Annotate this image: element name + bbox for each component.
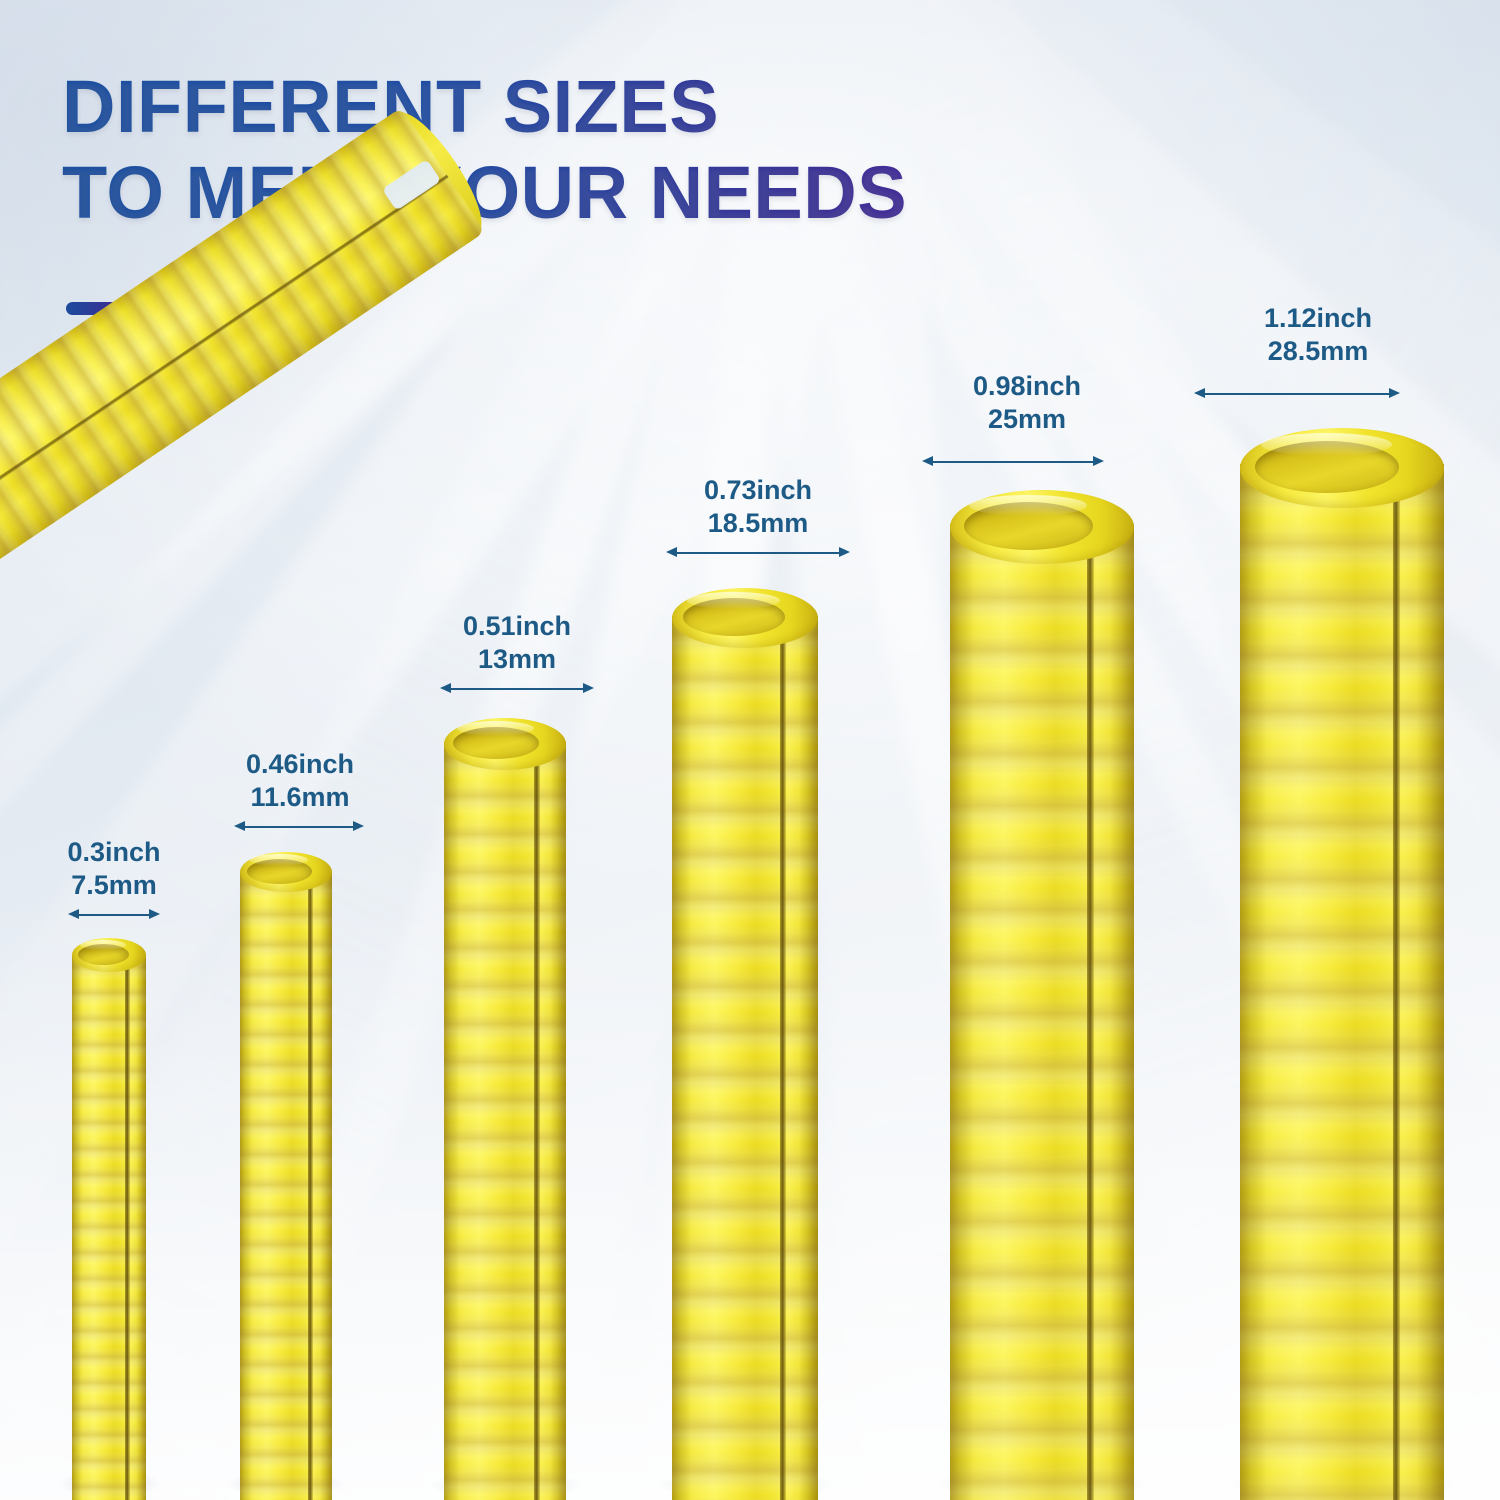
size-label-5: 0.98inch 25mm <box>912 370 1142 436</box>
size-label-5-inch: 0.98inch <box>972 371 1082 401</box>
size-label-4: 0.73inch 18.5mm <box>648 474 868 540</box>
size-label-2-inch: 0.46inch <box>245 749 355 779</box>
size-arrow-6 <box>1194 387 1400 401</box>
tube-3 <box>444 718 566 1500</box>
tube-4-opening <box>672 588 818 648</box>
size-label-1-inch: 0.3inch <box>67 837 161 867</box>
size-arrow-4 <box>666 546 850 560</box>
tube-2 <box>240 852 332 1500</box>
size-label-3-mm: 13mm <box>477 644 557 674</box>
page-title: DIFFERENT SIZES TO MEET YOUR NEEDS <box>62 66 1462 234</box>
size-arrow-1 <box>68 908 160 922</box>
tube-3-opening <box>444 718 566 770</box>
size-arrow-5 <box>922 455 1104 469</box>
size-label-2: 0.46inch 11.6mm <box>200 748 400 814</box>
page-title-line-2: TO MEET YOUR NEEDS <box>62 152 1462 234</box>
size-label-3: 0.51inch 13mm <box>412 610 622 676</box>
size-label-2-mm: 11.6mm <box>250 782 350 812</box>
size-label-1: 0.3inch 7.5mm <box>24 836 204 902</box>
size-arrow-3 <box>440 682 594 696</box>
size-label-5-mm: 25mm <box>987 404 1067 434</box>
size-label-6-mm: 28.5mm <box>1267 336 1369 366</box>
tube-5-opening <box>950 490 1134 564</box>
tube-5 <box>950 490 1134 1500</box>
tube-6-opening <box>1240 428 1444 508</box>
tube-1-opening <box>72 938 146 972</box>
size-label-6: 1.12inch 28.5mm <box>1198 302 1438 368</box>
page-title-line-1: DIFFERENT SIZES <box>62 66 1462 148</box>
size-label-4-inch: 0.73inch <box>703 475 813 505</box>
tube-2-opening <box>240 852 332 892</box>
tube-4 <box>672 588 818 1500</box>
size-label-3-inch: 0.51inch <box>462 611 572 641</box>
size-label-4-mm: 18.5mm <box>707 508 809 538</box>
size-label-6-inch: 1.12inch <box>1263 303 1373 333</box>
size-label-1-mm: 7.5mm <box>71 870 157 900</box>
tube-6 <box>1240 428 1444 1500</box>
tube-1 <box>72 938 146 1500</box>
size-arrow-2 <box>234 820 364 834</box>
